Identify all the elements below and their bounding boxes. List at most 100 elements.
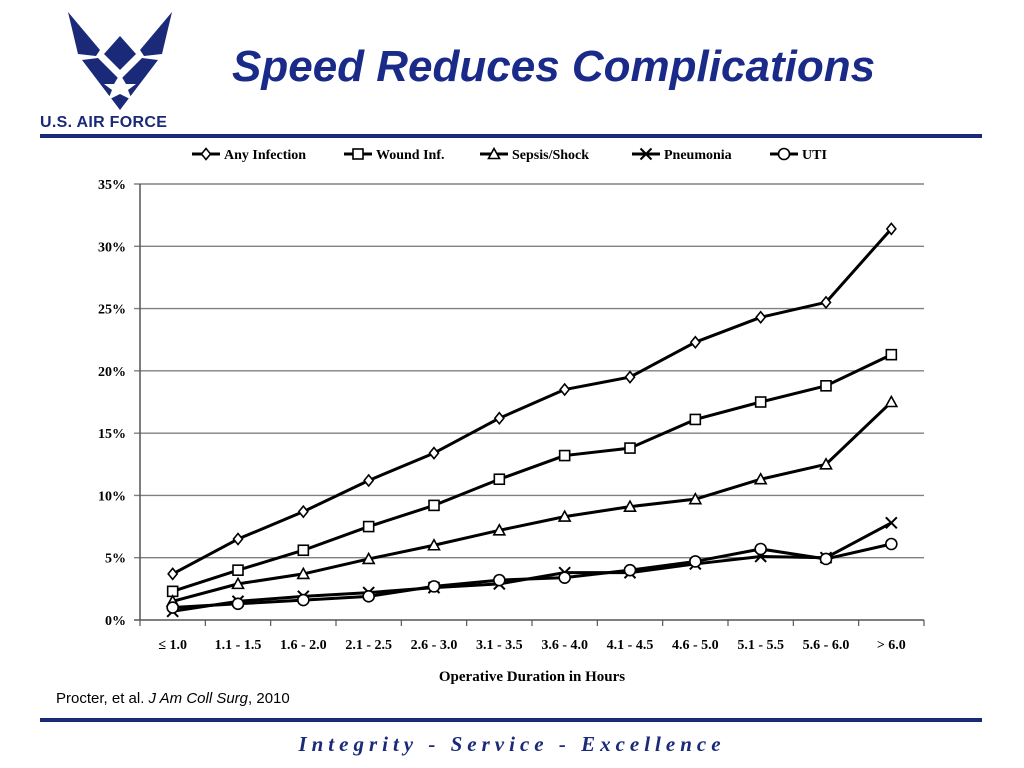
legend-label: Pneumonia (664, 148, 732, 163)
data-point-uti (819, 552, 833, 566)
data-point-any-infection (820, 295, 832, 310)
legend-item-wound-inf: Wound Inf. (344, 148, 444, 163)
data-point-wound-inf (232, 564, 244, 576)
series-sepsis-shock (165, 394, 899, 607)
data-point-any-infection (755, 310, 767, 325)
chart-grid (134, 183, 924, 621)
data-point-uti (558, 571, 571, 584)
series-any-infection (167, 222, 897, 581)
y-axis-ticks: 0% 5% 10% 15% 20% 25% 30% 35% (98, 178, 126, 629)
series-uti (166, 537, 898, 614)
data-point-wound-inf (624, 442, 636, 454)
legend-label: UTI (802, 148, 827, 163)
footer-motto: Integrity - Service - Excellence (298, 732, 726, 756)
bottom-divider (40, 718, 982, 722)
data-point-uti (231, 597, 245, 611)
y-tick-label: 20% (98, 365, 126, 380)
chart-legend: Any Infection Wound Inf. Sepsis/Shock Pneum… (192, 146, 827, 163)
data-point-any-infection (559, 382, 571, 397)
y-tick-label: 25% (98, 303, 126, 318)
citation-year: , 2010 (248, 690, 290, 707)
legend-marker-sepsis-shock (487, 146, 501, 160)
data-point-any-infection (885, 222, 897, 236)
series-line-pneumonia (172, 521, 893, 613)
x-tick-label: 3.1 - 3.5 (476, 638, 523, 653)
data-point-uti (754, 542, 767, 556)
x-tick-label: 4.1 - 4.5 (607, 638, 654, 653)
y-tick-label: 10% (98, 489, 126, 504)
data-point-wound-inf (428, 499, 440, 512)
data-point-wound-inf (754, 396, 767, 408)
data-point-uti (427, 580, 441, 593)
data-point-sepsis-shock (361, 551, 376, 565)
x-tick-label: 3.6 - 4.0 (541, 638, 588, 653)
data-point-sepsis-shock (231, 576, 245, 590)
series-line-any-infection (171, 227, 893, 576)
data-point-uti (689, 555, 702, 568)
legend-label: Sepsis/Shock (512, 148, 589, 163)
y-tick-label: 0% (105, 614, 126, 629)
data-point-uti (166, 601, 179, 614)
y-tick-label: 30% (98, 240, 126, 255)
series-line-wound-inf (172, 353, 892, 593)
x-axis-ticks: ≤ 1.0 1.1 - 1.5 1.6 - 2.0 2.1 - 2.5 2.6 - 3.… (139, 620, 925, 653)
top-divider (40, 134, 982, 138)
data-point-wound-inf (362, 520, 375, 533)
data-point-uti (885, 537, 898, 551)
x-axis-label: Operative Duration in Hours (439, 669, 625, 685)
air-force-wings-icon (68, 12, 172, 110)
line-chart: Any Infection Wound Inf. Sepsis/Shock Pneum… (98, 146, 925, 685)
x-tick-label: 1.6 - 2.0 (280, 638, 327, 653)
legend-label: Any Infection (224, 148, 306, 163)
y-tick-label: 15% (98, 427, 126, 442)
chart-series (165, 222, 899, 618)
data-point-wound-inf (493, 473, 506, 486)
legend-marker-any-infection (200, 147, 212, 161)
legend-item-sepsis-shock: Sepsis/Shock (480, 146, 589, 163)
data-point-any-infection (428, 446, 440, 460)
legend-marker-wound-inf (352, 148, 364, 160)
data-point-wound-inf (820, 380, 832, 392)
series-wound-inf (166, 348, 898, 598)
data-point-uti (297, 593, 310, 607)
data-point-wound-inf (689, 413, 702, 426)
x-tick-label: ≤ 1.0 (158, 638, 187, 653)
air-force-logo (38, 10, 203, 135)
data-point-any-infection (232, 532, 244, 546)
data-point-any-infection (167, 567, 179, 581)
data-point-sepsis-shock (557, 509, 572, 522)
data-point-sepsis-shock (492, 523, 507, 536)
x-tick-label: 5.1 - 5.5 (737, 638, 784, 653)
data-point-pneumonia (885, 516, 898, 530)
data-point-sepsis-shock (819, 457, 833, 470)
x-tick-label: 5.6 - 6.0 (803, 638, 850, 653)
x-tick-label: > 6.0 (877, 638, 906, 653)
citation: Procter, et al. J Am Coll Surg, 2010 (56, 690, 290, 707)
logo-text: U.S. AIR FORCE (40, 114, 168, 131)
series-line-sepsis-shock (172, 400, 893, 603)
data-point-sepsis-shock (623, 499, 637, 512)
data-point-wound-inf (885, 348, 898, 361)
data-point-any-infection (363, 473, 375, 488)
x-tick-label: 4.6 - 5.0 (672, 638, 719, 653)
citation-journal: J Am Coll Surg (148, 690, 249, 707)
data-point-uti (623, 563, 637, 577)
x-tick-label: 1.1 - 1.5 (215, 638, 262, 653)
data-point-any-infection (689, 335, 701, 349)
data-point-wound-inf (297, 544, 310, 557)
data-point-uti (493, 573, 506, 587)
data-point-sepsis-shock (688, 492, 703, 505)
data-point-sepsis-shock (296, 566, 311, 580)
y-tick-label: 5% (105, 552, 126, 567)
x-tick-label: 2.6 - 3.0 (411, 638, 458, 653)
legend-item-uti: UTI (770, 147, 827, 163)
page-title: Speed Reduces Complications (232, 42, 876, 91)
y-tick-label: 35% (98, 178, 126, 193)
legend-item-pneumonia: Pneumonia (632, 147, 732, 163)
legend-item-any-infection: Any Infection (192, 147, 306, 163)
data-point-any-infection (624, 370, 636, 384)
x-tick-label: 2.1 - 2.5 (345, 638, 392, 653)
legend-marker-pneumonia (639, 147, 653, 161)
series-line-uti (172, 542, 892, 610)
legend-label: Wound Inf. (376, 148, 444, 163)
